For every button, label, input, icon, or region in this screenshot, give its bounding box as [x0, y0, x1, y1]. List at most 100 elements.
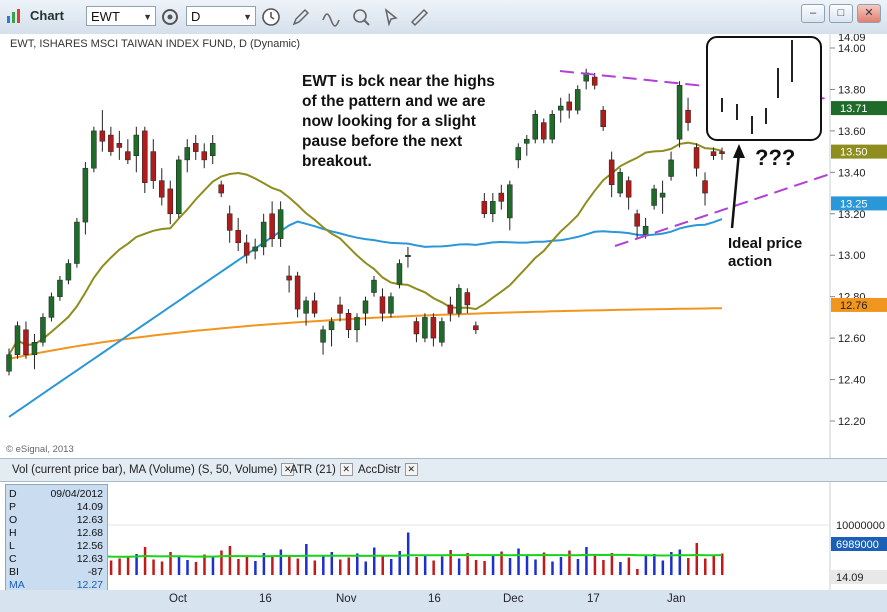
close-icon[interactable]: ✕ [339, 463, 353, 477]
volume-bar [211, 557, 215, 575]
volume-tick: 10000000 [836, 520, 885, 532]
candle [142, 126, 148, 194]
chevron-down-icon[interactable]: ▼ [243, 12, 252, 22]
volume-pane[interactable]: 10000000 6989000 14.09 [0, 482, 887, 590]
candle [481, 193, 488, 218]
close-icon[interactable]: ✕ [404, 463, 418, 477]
minimize-button[interactable]: – [801, 4, 825, 23]
data-window-value: 12.63 [76, 553, 103, 565]
symbol-input[interactable]: EWT ▼ [86, 6, 156, 26]
time-axis-label: Nov [336, 593, 357, 605]
chevron-down-icon[interactable]: ▼ [143, 12, 152, 22]
candle [541, 118, 547, 144]
last-price-badge: 13.71 [831, 101, 887, 116]
candle [192, 135, 199, 160]
candle [31, 333, 38, 370]
volume-bar [474, 560, 478, 575]
volume-bar [330, 552, 334, 575]
candle [48, 292, 55, 322]
tab-atr[interactable]: ATR (21) ✕ [290, 462, 353, 479]
volume-bar [254, 561, 257, 575]
time-axis-label: 16 [259, 593, 272, 605]
svg-text:13.25: 13.25 [840, 198, 868, 210]
volume-bar [704, 558, 707, 575]
volume-bar [305, 544, 308, 575]
candle [651, 184, 657, 210]
price-tick-label: 13.20 [838, 209, 866, 221]
candle [379, 288, 386, 322]
volume-bar [576, 559, 580, 575]
svg-text:13.71: 13.71 [840, 103, 868, 115]
volume-ma-badge: 6989000 [831, 537, 887, 551]
cursor-icon[interactable] [380, 6, 402, 28]
volume-bar [245, 557, 249, 575]
candle [74, 217, 80, 268]
svg-text:12.76: 12.76 [840, 300, 868, 312]
close-button[interactable]: ✕ [857, 4, 881, 23]
candle [218, 180, 224, 198]
volume-bar [508, 558, 512, 575]
price-chart-pane[interactable]: EWT, ISHARES MSCI TAIWAN INDEX FUND, D (… [0, 34, 887, 458]
volume-bar [423, 554, 427, 575]
volume-bar [288, 555, 291, 575]
candle [286, 265, 292, 293]
candle [150, 139, 157, 189]
volume-bar [695, 543, 699, 575]
zoom-icon[interactable] [350, 6, 372, 28]
data-window-row: P 14.09 [9, 501, 106, 513]
volume-bar [568, 550, 571, 575]
candle [6, 348, 12, 376]
volume-bar [551, 561, 554, 575]
ideal-label-line: Ideal price [728, 235, 802, 252]
candle [591, 72, 598, 90]
candle [710, 147, 717, 160]
candle [396, 259, 403, 289]
candle [243, 234, 250, 264]
candle [226, 205, 233, 243]
tab-accdistr[interactable]: AccDistr ✕ [358, 462, 418, 479]
candle [235, 217, 241, 252]
volume-bar [389, 559, 393, 575]
volume-bar [126, 556, 130, 575]
data-window-row: D 09/04/2012 [9, 488, 106, 500]
volume-bar [347, 557, 351, 575]
data-window-key: MA [9, 579, 25, 591]
candle [719, 147, 725, 160]
candle [82, 161, 89, 235]
volume-bar [432, 560, 435, 575]
maximize-button[interactable]: □ [829, 4, 853, 23]
candle [608, 151, 615, 198]
ma50-badge: 13.25 [831, 196, 887, 211]
ruler-icon[interactable] [408, 6, 430, 28]
close-icon[interactable]: ✕ [281, 463, 295, 477]
data-window-value: -87 [87, 566, 103, 578]
candle [311, 292, 318, 318]
volume-bar [525, 556, 529, 575]
volume-bar [585, 547, 588, 575]
volume-bar [279, 549, 283, 575]
price-top-value: 14.09 [838, 34, 866, 44]
clock-icon[interactable] [260, 6, 282, 28]
ideal-label-line: action [728, 253, 772, 270]
candle [473, 321, 479, 334]
candle [57, 275, 63, 301]
pencil-icon[interactable] [290, 6, 312, 28]
svg-text:13.50: 13.50 [840, 147, 868, 159]
candle [252, 238, 258, 260]
upper-trendline [559, 70, 831, 100]
chart-title: EWT, ISHARES MSCI TAIWAN INDEX FUND, D (… [10, 38, 300, 50]
wave-icon[interactable] [320, 6, 342, 28]
data-window-value: 09/04/2012 [50, 488, 103, 500]
interval-input[interactable]: D ▼ [186, 6, 256, 26]
link-icon[interactable] [159, 6, 181, 28]
data-window-value: 12.63 [76, 514, 103, 526]
tab-volume[interactable]: Vol (current price bar), MA (Volume) (S,… [12, 462, 295, 479]
candle [303, 296, 309, 326]
candle [209, 135, 216, 165]
time-axis: Oct 16 Nov 16 Dec 17 Jan [0, 590, 887, 612]
data-window-value: 12.56 [76, 540, 103, 552]
volume-bar [500, 551, 503, 575]
volume-bar [610, 553, 614, 575]
candle [430, 313, 437, 347]
volume-bar [653, 554, 656, 575]
